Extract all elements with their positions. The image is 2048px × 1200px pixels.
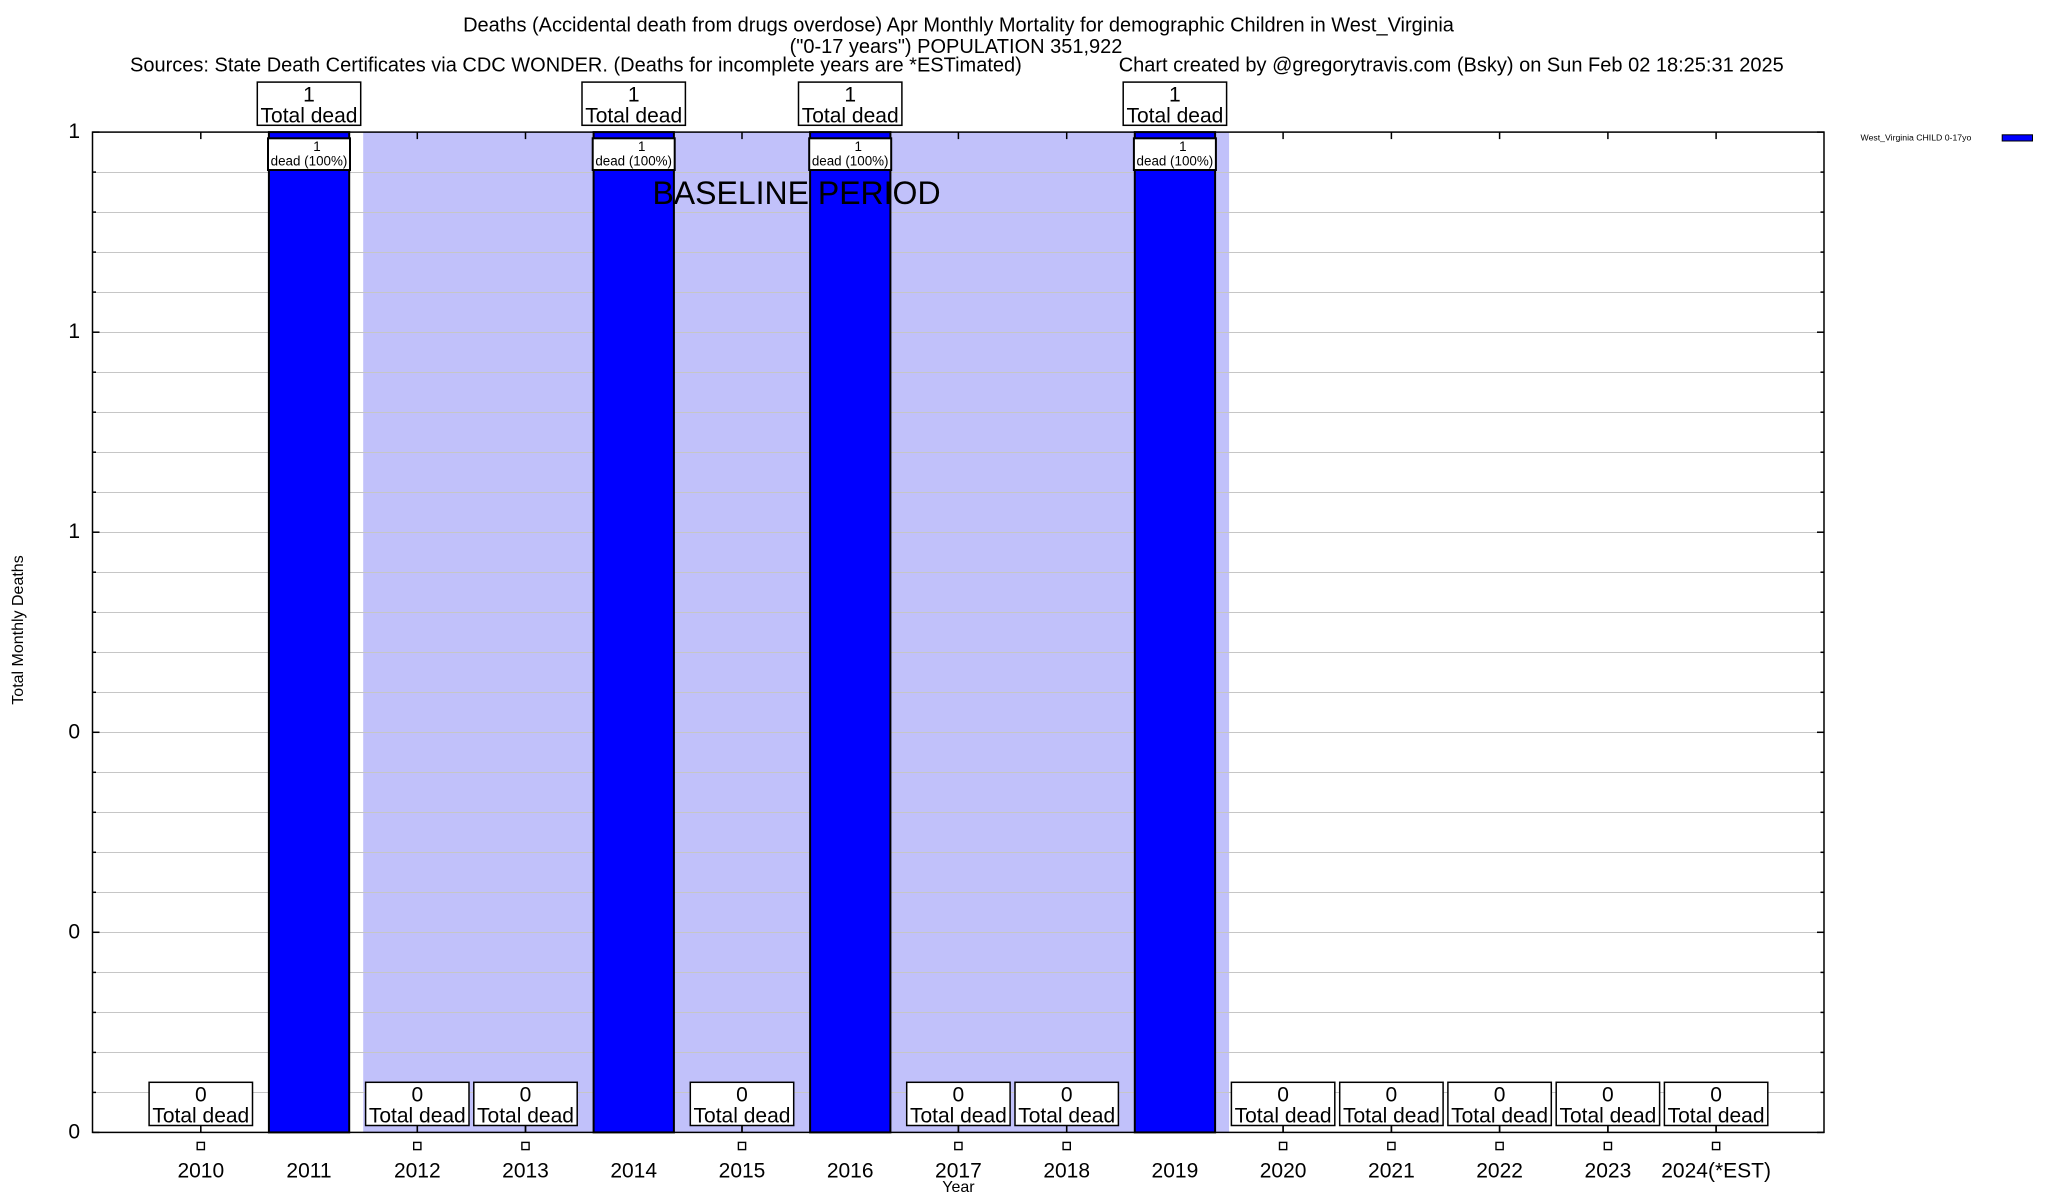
svg-text:Year: Year [942, 1179, 975, 1196]
svg-text:0: 0 [1386, 1084, 1398, 1107]
svg-text:0: 0 [1061, 1084, 1073, 1107]
svg-text:0: 0 [68, 1120, 80, 1143]
svg-text:Total dead: Total dead [1668, 1105, 1765, 1128]
svg-text:Total dead: Total dead [1559, 1105, 1656, 1128]
svg-text:1: 1 [313, 139, 320, 154]
svg-text:Total dead: Total dead [369, 1105, 466, 1128]
svg-text:Total Monthly Deaths: Total Monthly Deaths [10, 555, 27, 704]
svg-text:BASELINE PERIOD: BASELINE PERIOD [652, 175, 940, 211]
svg-text:2015: 2015 [719, 1160, 766, 1183]
svg-text:2023: 2023 [1585, 1160, 1632, 1183]
svg-text:1: 1 [68, 520, 80, 543]
svg-text:2018: 2018 [1043, 1160, 1090, 1183]
svg-text:0: 0 [520, 1084, 532, 1107]
svg-text:1: 1 [1169, 83, 1181, 106]
svg-text:0: 0 [1710, 1084, 1722, 1107]
svg-text:dead (100%): dead (100%) [271, 153, 348, 168]
svg-text:2016: 2016 [827, 1160, 874, 1183]
svg-text:0: 0 [195, 1084, 207, 1107]
svg-text:2021: 2021 [1368, 1160, 1415, 1183]
svg-text:("0-17 years") POPULATION 351,: ("0-17 years") POPULATION 351,922 [790, 36, 1123, 58]
svg-text:Deaths (Accidental death from: Deaths (Accidental death from drugs over… [463, 15, 1455, 37]
svg-text:Total dead: Total dead [261, 105, 358, 128]
svg-text:Total dead: Total dead [1235, 1105, 1332, 1128]
svg-text:0: 0 [411, 1084, 423, 1107]
svg-text:0: 0 [68, 920, 80, 943]
svg-text:0: 0 [1277, 1084, 1289, 1107]
svg-text:2012: 2012 [394, 1160, 441, 1183]
svg-text:2013: 2013 [502, 1160, 549, 1183]
svg-text:0: 0 [1602, 1084, 1614, 1107]
svg-text:West_Virginia CHILD 0-17yo: West_Virginia CHILD 0-17yo [1861, 132, 1972, 142]
svg-text:Total dead: Total dead [152, 1105, 249, 1128]
svg-text:dead (100%): dead (100%) [595, 153, 672, 168]
svg-text:Chart created by @gregorytravi: Chart created by @gregorytravis.com (Bsk… [1119, 54, 1784, 76]
svg-text:2019: 2019 [1152, 1160, 1199, 1183]
svg-text:Total dead: Total dead [694, 1105, 791, 1128]
svg-text:Total dead: Total dead [1343, 1105, 1440, 1128]
svg-text:Total dead: Total dead [477, 1105, 574, 1128]
svg-text:dead (100%): dead (100%) [812, 153, 889, 168]
svg-text:1: 1 [68, 320, 80, 343]
svg-text:1: 1 [303, 83, 315, 106]
svg-text:Total dead: Total dead [1451, 1105, 1548, 1128]
svg-text:2022: 2022 [1476, 1160, 1523, 1183]
svg-text:1: 1 [844, 83, 856, 106]
svg-text:Total dead: Total dead [1018, 1105, 1115, 1128]
svg-text:1: 1 [1179, 139, 1186, 154]
svg-text:0: 0 [68, 720, 80, 743]
svg-text:2024(*EST): 2024(*EST) [1661, 1160, 1771, 1183]
svg-text:Total dead: Total dead [910, 1105, 1007, 1128]
svg-text:Total dead: Total dead [802, 105, 899, 128]
svg-text:2020: 2020 [1260, 1160, 1307, 1183]
svg-text:Sources: State Death Certifica: Sources: State Death Certificates via CD… [130, 54, 1022, 76]
svg-text:0: 0 [736, 1084, 748, 1107]
svg-text:dead (100%): dead (100%) [1137, 153, 1214, 168]
svg-text:2014: 2014 [610, 1160, 657, 1183]
svg-text:1: 1 [638, 139, 645, 154]
svg-text:0: 0 [953, 1084, 965, 1107]
svg-text:2017: 2017 [935, 1160, 982, 1183]
svg-text:1: 1 [854, 139, 861, 154]
svg-text:2010: 2010 [177, 1160, 224, 1183]
svg-text:1: 1 [628, 83, 640, 106]
svg-text:2011: 2011 [286, 1160, 331, 1183]
svg-text:Total dead: Total dead [585, 105, 682, 128]
svg-text:Total dead: Total dead [1126, 105, 1223, 128]
svg-text:1: 1 [68, 120, 80, 143]
svg-text:0: 0 [1494, 1084, 1506, 1107]
